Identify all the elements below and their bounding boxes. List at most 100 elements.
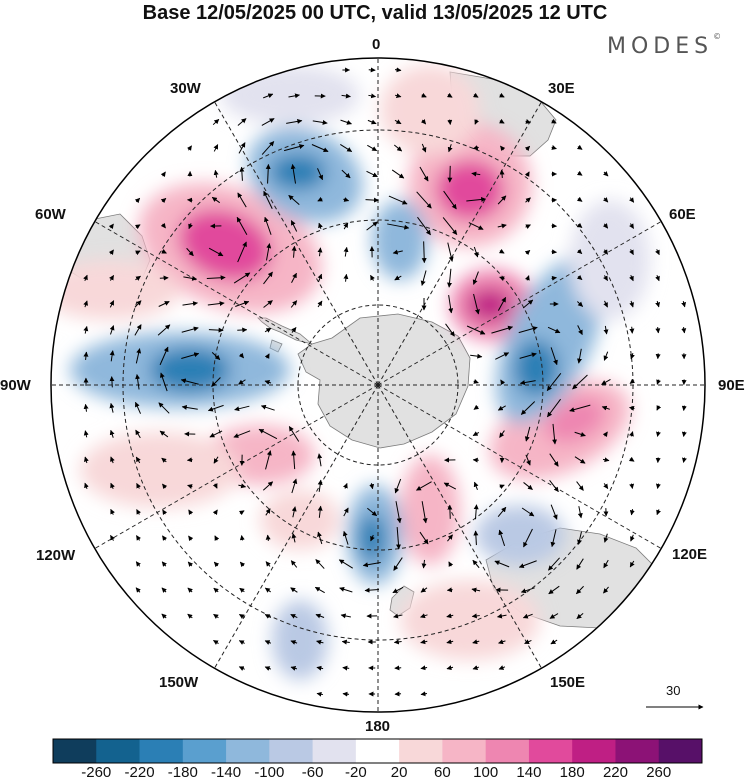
positive-anomaly — [544, 397, 606, 443]
positive-anomaly — [80, 432, 240, 508]
wind-vector — [497, 195, 507, 205]
wind-vector — [264, 666, 272, 671]
wind-vector — [366, 221, 378, 231]
wind-vector — [213, 561, 220, 568]
wind-vector — [603, 171, 609, 177]
wind-vector — [491, 325, 514, 334]
wind-vector — [317, 531, 323, 545]
wind-vector — [443, 190, 457, 210]
wind-vector — [681, 405, 687, 411]
wind-vector — [213, 169, 219, 178]
wind-vector — [497, 296, 507, 311]
colorbar — [52, 738, 703, 764]
wind-vector — [159, 430, 169, 438]
wind-vector — [602, 431, 608, 438]
wind-vector — [446, 92, 453, 98]
wind-vector — [576, 170, 583, 176]
wind-vector — [213, 613, 219, 619]
wind-vector — [550, 504, 558, 520]
wind-vector — [525, 197, 531, 203]
wind-vector — [110, 508, 115, 515]
wind-vector — [472, 559, 480, 569]
wind-vector — [420, 587, 428, 593]
lon-label-0: 0 — [372, 36, 381, 53]
wind-vector — [447, 144, 453, 153]
meridian-line — [94, 384, 379, 549]
wind-vector — [576, 222, 583, 228]
wind-vector — [629, 405, 635, 411]
colorbar-tick-label: 180 — [559, 764, 585, 781]
wind-vector — [522, 613, 533, 619]
wind-vector — [445, 323, 455, 337]
wind-vector — [316, 691, 324, 697]
wind-vector — [394, 665, 402, 671]
wind-vector — [238, 640, 245, 645]
wind-vector — [290, 300, 298, 308]
wind-vector — [500, 379, 506, 386]
wind-vector — [524, 275, 530, 281]
wind-vector — [603, 533, 609, 543]
wind-vector — [656, 405, 662, 411]
wind-vector — [448, 295, 454, 314]
wind-vector — [135, 374, 141, 390]
wind-vector — [548, 585, 560, 595]
wind-vector — [264, 353, 270, 359]
negative-anomaly — [570, 200, 650, 320]
colorbar-tick-label: -260 — [81, 764, 112, 781]
wind-vector — [630, 534, 635, 542]
wind-vector — [367, 119, 377, 125]
wind-vector — [420, 639, 428, 645]
meridian-line — [214, 384, 379, 669]
wind-vector — [264, 614, 272, 619]
meridian-line — [94, 221, 379, 386]
wind-vector — [603, 325, 609, 335]
lon-label-90e: 90E — [718, 377, 745, 394]
wind-vector — [315, 559, 325, 569]
negative-anomaly — [220, 65, 360, 125]
wind-vector — [316, 639, 324, 645]
wind-vector — [265, 243, 272, 261]
wind-vector — [681, 327, 687, 334]
colorbar-segment — [399, 739, 443, 763]
wind-vector — [473, 378, 479, 384]
wind-vector — [656, 509, 661, 516]
wind-vector — [472, 431, 480, 437]
wind-vector — [655, 300, 661, 308]
wind-vector — [317, 505, 323, 518]
wind-vector — [629, 249, 634, 256]
wind-vector — [206, 275, 226, 281]
wind-vector — [182, 301, 198, 307]
wind-vector — [420, 270, 427, 286]
wind-vector — [656, 379, 662, 385]
wind-vector — [572, 374, 588, 390]
wind-vector — [603, 559, 609, 569]
meridian-line — [377, 221, 662, 386]
wind-vector — [362, 561, 381, 568]
wind-vector — [551, 275, 557, 281]
wind-vector — [212, 509, 218, 516]
wind-vector — [576, 196, 583, 202]
wind-vector — [577, 531, 582, 545]
colorbar-tick-label: -220 — [124, 764, 155, 781]
wind-vector — [550, 639, 558, 645]
wind-vector — [265, 450, 272, 470]
wind-vector — [443, 482, 457, 490]
wind-vector — [473, 530, 479, 546]
wind-vector — [473, 481, 479, 490]
wind-vector — [655, 431, 661, 437]
wind-vector — [160, 171, 166, 178]
wind-vector — [290, 614, 298, 619]
positive-anomaly — [400, 580, 540, 660]
wind-vector — [420, 691, 428, 697]
wind-vector — [290, 220, 298, 232]
lon-label-90w: 90W — [0, 377, 31, 394]
wind-vector — [209, 430, 223, 438]
wind-vector — [341, 93, 351, 99]
wind-vector — [187, 484, 193, 489]
wind-vector — [290, 560, 298, 568]
wind-vector — [342, 530, 349, 545]
wind-vector — [263, 271, 273, 285]
wind-vector — [421, 501, 428, 524]
wind-vector — [265, 508, 271, 516]
wind-vector — [629, 431, 634, 437]
